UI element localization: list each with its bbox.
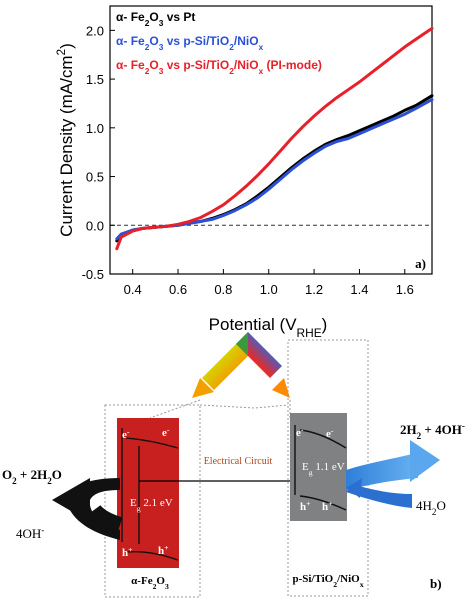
- reduction-reactant-label: 4H2O: [416, 498, 446, 517]
- plot-frame: [109, 5, 433, 275]
- electron-label: e-: [296, 425, 304, 440]
- x-axis-ticks: 0.4 0.6 0.8 1.0 1.2 1.4 1.6: [124, 269, 414, 297]
- panel-label-a: a): [415, 256, 426, 271]
- x-tick-label: 0.4: [124, 282, 142, 297]
- hole-label: h+: [122, 545, 133, 560]
- hematite-band-edges: [121, 428, 179, 561]
- light-source-icon: [192, 332, 290, 398]
- hematite-label: α-Fe2O3: [131, 575, 169, 591]
- electron-label: e-: [122, 427, 130, 442]
- x-tick-label: 0.6: [169, 282, 187, 297]
- electron-label: e-: [326, 426, 334, 441]
- electron-label: e-: [162, 425, 170, 440]
- y-tick-label: -0.5: [82, 267, 104, 282]
- series-layer: [115, 26, 434, 251]
- reduction-product-label: 2H2 + 4OH-: [400, 421, 465, 441]
- x-tick-label: 1.6: [396, 282, 414, 297]
- y-tick-label: 0.5: [86, 170, 104, 185]
- x-tick-label: 0.8: [214, 282, 232, 297]
- x-tick-label: 1.4: [350, 282, 368, 297]
- hole-label: h+: [90, 489, 101, 504]
- x-tick-label: 1.0: [260, 282, 278, 297]
- y-axis-label: Current Density (mA/cm2): [54, 43, 76, 237]
- x-tick-label: 1.2: [305, 282, 323, 297]
- y-tick-label: 1.5: [86, 72, 104, 87]
- silicon-label: p-Si/TiO2/NiOx: [292, 573, 363, 589]
- silicon-block: [290, 413, 347, 521]
- legend-entry-psi: α- Fe2O3 vs p-Si/TiO2/NiOx: [116, 34, 264, 52]
- oxidation-arrow: [52, 478, 123, 540]
- oxidation-reactant-label: 4OH-: [16, 525, 44, 541]
- oxidation-product-label: O2 + 2H2O: [2, 467, 62, 486]
- legend-entry-psi-pi-mode: α- Fe2O3 vs p-Si/TiO2/NiOx (PI-mode): [116, 58, 322, 76]
- silicon-band-edges: [294, 425, 347, 511]
- band-diagram: Electrical Circuit Eg 2.1 eV Eg 1.1 eV e…: [2, 332, 465, 598]
- jv-chart: 0.4 0.6 0.8 1.0 1.2 1.4 1.6 -0.5 0.0 0.5 1.0 1.5 2.…: [54, 5, 434, 340]
- legend-entry-pt: α- Fe2O3 vs Pt: [116, 10, 195, 28]
- hematite-block: [117, 418, 179, 568]
- circuit-label: Electrical Circuit: [204, 456, 273, 467]
- series-line-0: [115, 94, 434, 243]
- panel-label-b: b): [430, 576, 442, 591]
- reduction-arrow: [346, 440, 440, 508]
- hematite-band-gap-label: Eg 2.1 eV: [130, 497, 173, 513]
- hole-label: h+: [158, 543, 169, 558]
- x-axis-label: Potential (VRHE): [209, 315, 328, 340]
- y-tick-label: 0.0: [86, 218, 104, 233]
- hole-label: h+: [322, 499, 333, 514]
- y-tick-label: 1.0: [86, 121, 104, 136]
- series-line-2: [115, 26, 434, 251]
- y-axis-ticks: -0.5 0.0 0.5 1.0 1.5 2.0: [82, 23, 115, 282]
- silicon-band-gap-label: Eg 1.1 eV: [302, 461, 345, 477]
- y-tick-label: 2.0: [86, 23, 104, 38]
- hole-label: h+: [300, 499, 311, 514]
